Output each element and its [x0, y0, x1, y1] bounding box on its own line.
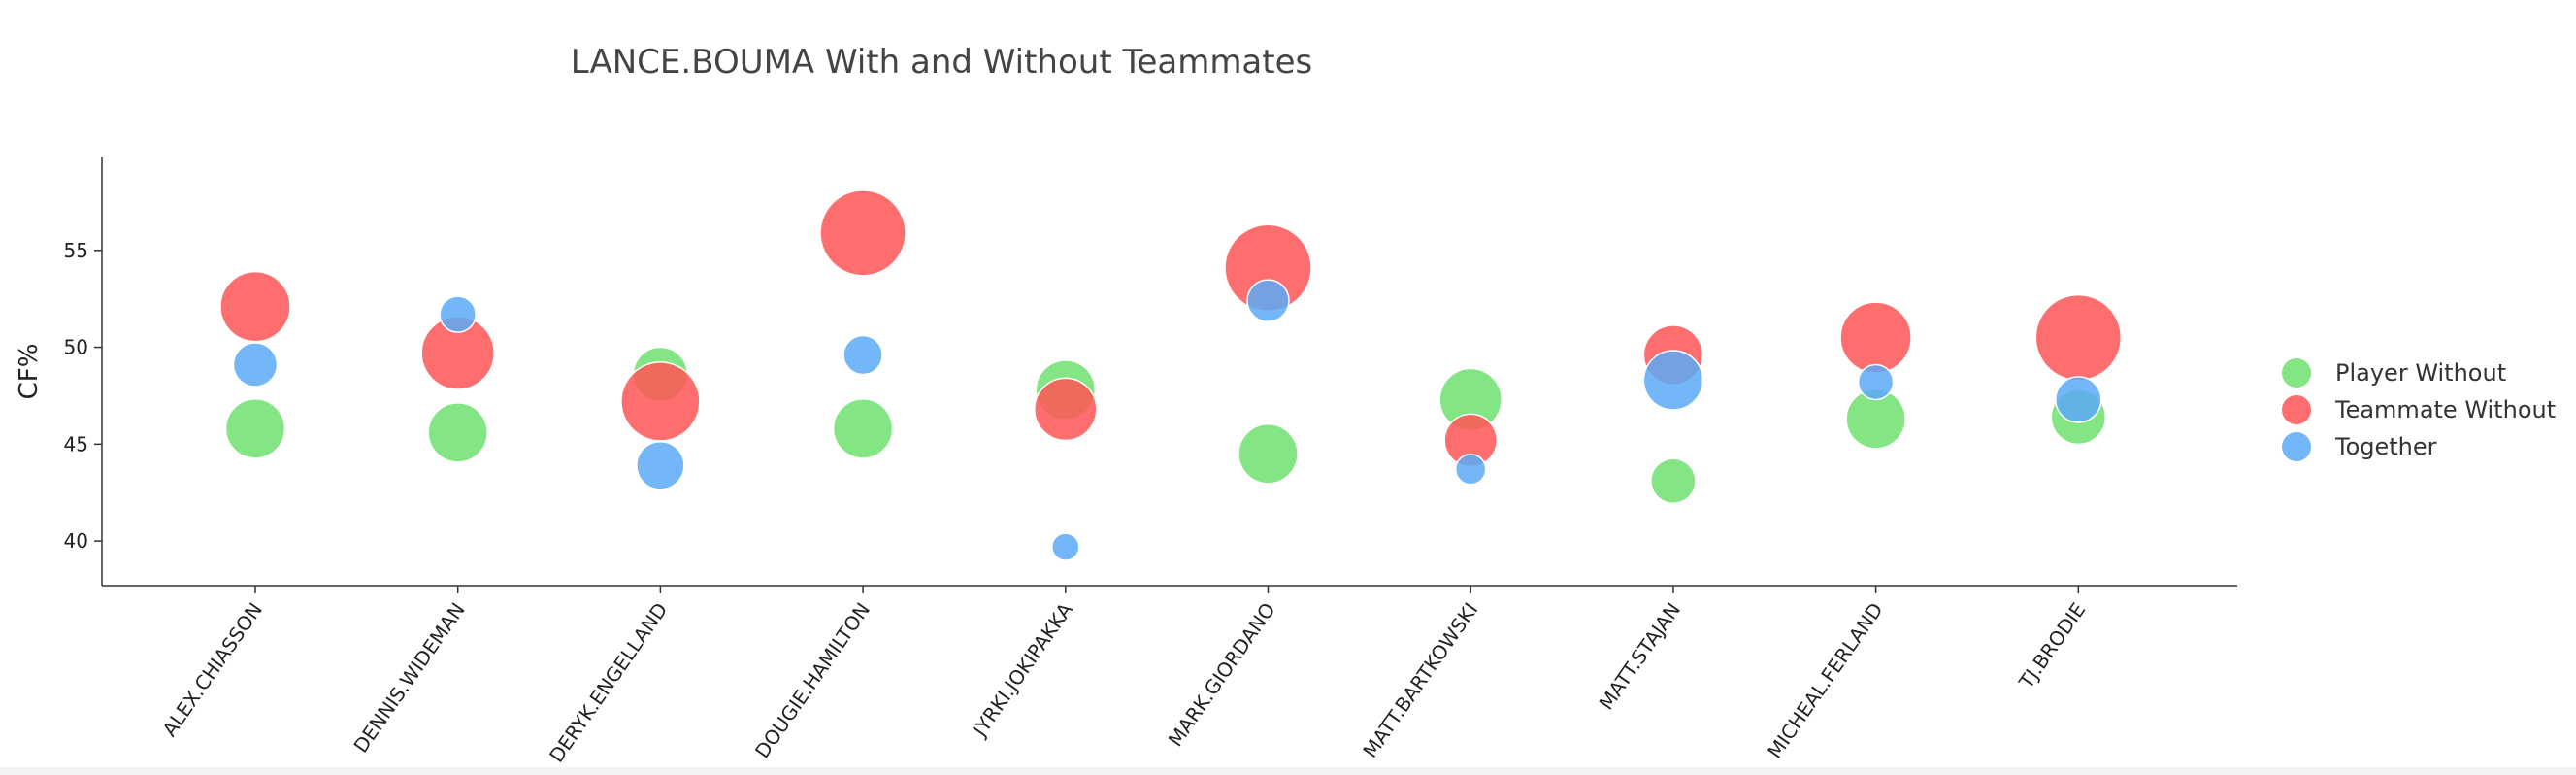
x-tick-label: MATT.BARTKOWSKI: [1358, 598, 1482, 761]
legend-label: Player Without: [2335, 359, 2506, 387]
data-point[interactable]: [219, 270, 291, 343]
legend-label: Together: [2334, 433, 2437, 460]
x-tick-label: DERYK.ENGELLAND: [545, 598, 672, 766]
y-tick-label: 40: [64, 529, 88, 553]
x-tick-label: JYRKI.JOKIPAKKA: [967, 598, 1077, 742]
data-point[interactable]: [2034, 293, 2123, 382]
data-point[interactable]: [427, 402, 488, 463]
data-point[interactable]: [620, 361, 701, 442]
x-tick-label: MARK.GIORDANO: [1164, 598, 1280, 751]
data-point[interactable]: [1034, 377, 1098, 442]
data-point[interactable]: [819, 189, 907, 277]
y-tick-label: 55: [64, 239, 88, 262]
data-point[interactable]: [1839, 301, 1912, 374]
data-point[interactable]: [1650, 457, 1697, 504]
y-tick-label: 45: [64, 432, 88, 455]
x-tick-label: TJ.BRODIE: [2014, 598, 2091, 693]
data-point[interactable]: [1238, 423, 1299, 485]
chart-title: LANCE.BOUMA With and Without Teammates: [570, 43, 1313, 82]
legend-marker: [2282, 395, 2311, 424]
y-tick-label: 50: [64, 336, 88, 359]
y-axis-label: CF%: [15, 344, 44, 400]
data-point[interactable]: [232, 342, 279, 388]
data-point[interactable]: [1051, 532, 1080, 561]
data-point[interactable]: [1454, 454, 1487, 486]
data-point[interactable]: [2055, 376, 2102, 423]
x-tick-label: DENNIS.WIDEMAN: [348, 598, 469, 757]
data-point[interactable]: [224, 398, 286, 459]
data-point[interactable]: [842, 334, 883, 376]
data-point[interactable]: [1642, 350, 1704, 411]
x-tick-label: MATT.STAJAN: [1595, 598, 1685, 714]
data-point[interactable]: [439, 295, 477, 333]
x-tick-label: DOUGIE.HAMILTON: [750, 598, 875, 762]
x-tick-label: MICHEAL.FERLAND: [1763, 598, 1887, 762]
legend-marker: [2282, 432, 2311, 461]
x-tick-label: ALEX.CHIASSON: [157, 598, 267, 741]
data-point[interactable]: [1857, 363, 1895, 401]
legend-label: Teammate Without: [2334, 396, 2556, 423]
legend-marker: [2282, 358, 2311, 388]
data-point[interactable]: [1246, 279, 1290, 322]
bottom-divider: [0, 767, 2576, 775]
data-point[interactable]: [832, 398, 894, 459]
data-point[interactable]: [636, 441, 685, 490]
